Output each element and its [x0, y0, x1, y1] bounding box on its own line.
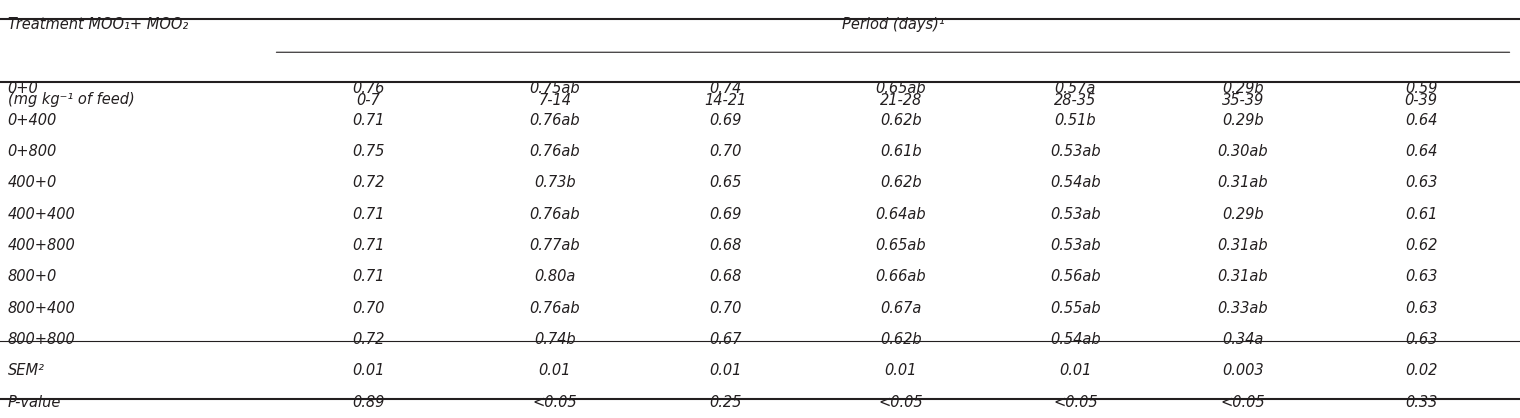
Text: 0.68: 0.68 [710, 270, 742, 284]
Text: 14-21: 14-21 [705, 93, 746, 108]
Text: 0.63: 0.63 [1404, 301, 1438, 316]
Text: 0.34a: 0.34a [1222, 332, 1263, 347]
Text: <0.05: <0.05 [879, 395, 923, 410]
Text: 0.33ab: 0.33ab [1218, 301, 1268, 316]
Text: 0.64ab: 0.64ab [876, 207, 926, 222]
Text: 7-14: 7-14 [538, 93, 572, 108]
Text: 0.71: 0.71 [353, 238, 385, 253]
Text: 0.56ab: 0.56ab [1050, 270, 1100, 284]
Text: 0.62: 0.62 [1404, 238, 1438, 253]
Text: 0.59: 0.59 [1404, 82, 1438, 96]
Text: 0.64: 0.64 [1404, 113, 1438, 127]
Text: 0.62b: 0.62b [880, 176, 921, 190]
Text: 0.75: 0.75 [353, 144, 385, 159]
Text: 0.31ab: 0.31ab [1218, 270, 1268, 284]
Text: 800+0: 800+0 [8, 270, 56, 284]
Text: 0.69: 0.69 [710, 207, 742, 222]
Text: 0.65: 0.65 [710, 176, 742, 190]
Text: 0.67: 0.67 [710, 332, 742, 347]
Text: 0.54ab: 0.54ab [1050, 332, 1100, 347]
Text: 0.76ab: 0.76ab [529, 301, 581, 316]
Text: 0.68: 0.68 [710, 238, 742, 253]
Text: 0.54ab: 0.54ab [1050, 176, 1100, 190]
Text: 0.77ab: 0.77ab [529, 238, 581, 253]
Text: 0.01: 0.01 [353, 364, 385, 378]
Text: 0.62b: 0.62b [880, 113, 921, 127]
Text: <0.05: <0.05 [1053, 395, 1097, 410]
Text: 0.63: 0.63 [1404, 332, 1438, 347]
Text: Period (days)¹: Period (days)¹ [842, 17, 944, 32]
Text: 0.01: 0.01 [885, 364, 917, 378]
Text: 0.67a: 0.67a [880, 301, 921, 316]
Text: 0.80a: 0.80a [534, 270, 576, 284]
Text: 0.66ab: 0.66ab [876, 270, 926, 284]
Text: 0.69: 0.69 [710, 113, 742, 127]
Text: 0.61: 0.61 [1404, 207, 1438, 222]
Text: 400+800: 400+800 [8, 238, 76, 253]
Text: 0+400: 0+400 [8, 113, 56, 127]
Text: 0.29b: 0.29b [1222, 207, 1263, 222]
Text: 0.75ab: 0.75ab [529, 82, 581, 96]
Text: 0.57a: 0.57a [1055, 82, 1096, 96]
Text: 0.74: 0.74 [710, 82, 742, 96]
Text: 0.76ab: 0.76ab [529, 207, 581, 222]
Text: 0-7: 0-7 [357, 93, 380, 108]
Text: 0-39: 0-39 [1404, 93, 1438, 108]
Text: 0.31ab: 0.31ab [1218, 176, 1268, 190]
Text: 0.76ab: 0.76ab [529, 113, 581, 127]
Text: 0.70: 0.70 [710, 144, 742, 159]
Text: <0.05: <0.05 [532, 395, 578, 410]
Text: 0.29b: 0.29b [1222, 82, 1263, 96]
Text: 0.89: 0.89 [353, 395, 385, 410]
Text: 0.70: 0.70 [353, 301, 385, 316]
Text: 400+0: 400+0 [8, 176, 56, 190]
Text: P-value: P-value [8, 395, 61, 410]
Text: 0.63: 0.63 [1404, 270, 1438, 284]
Text: 0.33: 0.33 [1404, 395, 1438, 410]
Text: 0.64: 0.64 [1404, 144, 1438, 159]
Text: 0.31ab: 0.31ab [1218, 238, 1268, 253]
Text: 0.30ab: 0.30ab [1218, 144, 1268, 159]
Text: 0.65ab: 0.65ab [876, 82, 926, 96]
Text: 0.71: 0.71 [353, 270, 385, 284]
Text: 0.71: 0.71 [353, 113, 385, 127]
Text: 0.72: 0.72 [353, 332, 385, 347]
Text: 400+400: 400+400 [8, 207, 76, 222]
Text: 0.02: 0.02 [1404, 364, 1438, 378]
Text: 0.003: 0.003 [1222, 364, 1263, 378]
Text: 0.25: 0.25 [710, 395, 742, 410]
Text: 0.76: 0.76 [353, 82, 385, 96]
Text: SEM²: SEM² [8, 364, 44, 378]
Text: 0.72: 0.72 [353, 176, 385, 190]
Text: 0.74b: 0.74b [534, 332, 576, 347]
Text: (mg kg⁻¹ of feed): (mg kg⁻¹ of feed) [8, 92, 134, 107]
Text: 0.61b: 0.61b [880, 144, 921, 159]
Text: 0.62b: 0.62b [880, 332, 921, 347]
Text: 0+0: 0+0 [8, 82, 38, 96]
Text: 0.01: 0.01 [1059, 364, 1091, 378]
Text: 0.53ab: 0.53ab [1050, 144, 1100, 159]
Text: 21-28: 21-28 [880, 93, 921, 108]
Text: <0.05: <0.05 [1221, 395, 1265, 410]
Text: 28-35: 28-35 [1055, 93, 1096, 108]
Text: 0.55ab: 0.55ab [1050, 301, 1100, 316]
Text: Treatment MOO₁+ MOO₂: Treatment MOO₁+ MOO₂ [8, 17, 188, 32]
Text: 0.01: 0.01 [710, 364, 742, 378]
Text: 0.76ab: 0.76ab [529, 144, 581, 159]
Text: 0.51b: 0.51b [1055, 113, 1096, 127]
Text: 0.65ab: 0.65ab [876, 238, 926, 253]
Text: 0.29b: 0.29b [1222, 113, 1263, 127]
Text: 0.53ab: 0.53ab [1050, 238, 1100, 253]
Text: 0+800: 0+800 [8, 144, 56, 159]
Text: 0.71: 0.71 [353, 207, 385, 222]
Text: 35-39: 35-39 [1222, 93, 1263, 108]
Text: 0.73b: 0.73b [534, 176, 576, 190]
Text: 0.01: 0.01 [538, 364, 572, 378]
Text: 800+400: 800+400 [8, 301, 76, 316]
Text: 0.53ab: 0.53ab [1050, 207, 1100, 222]
Text: 800+800: 800+800 [8, 332, 76, 347]
Text: 0.70: 0.70 [710, 301, 742, 316]
Text: 0.63: 0.63 [1404, 176, 1438, 190]
